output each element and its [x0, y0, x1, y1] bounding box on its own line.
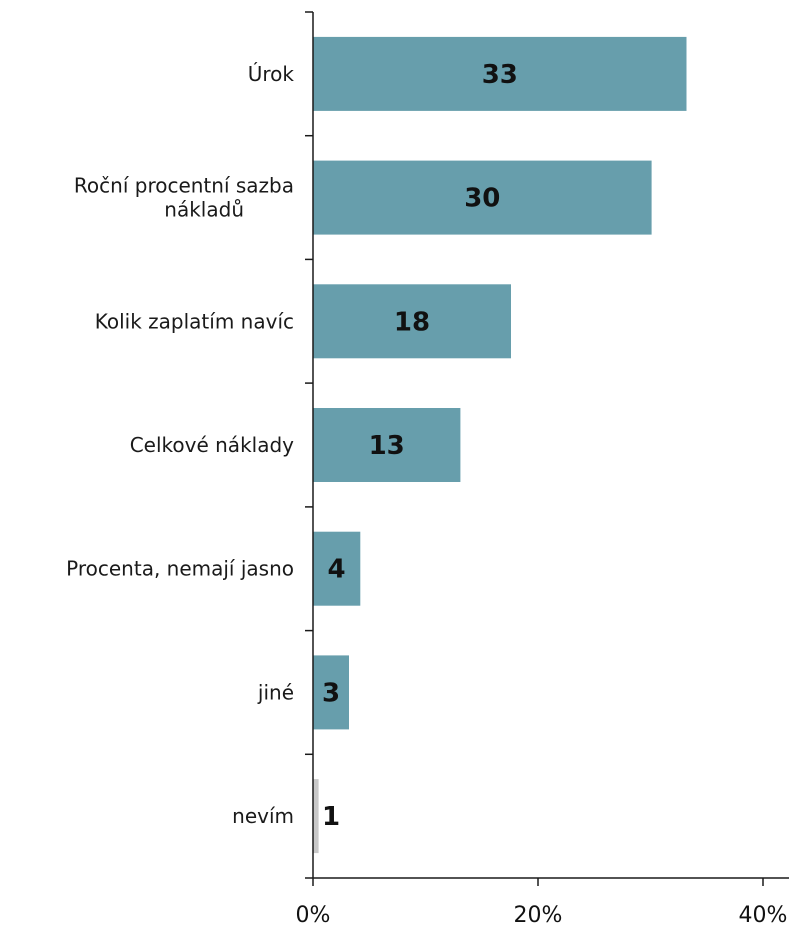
value-label-4: 4 [328, 555, 346, 585]
category-label-0: Úrok [248, 62, 295, 86]
bar-1 [313, 160, 652, 235]
labels-layer: Úrok 33 Roční procentní sazba nákladů 30 Koli… [66, 60, 787, 928]
bar-2 [313, 284, 511, 359]
bar-3 [313, 408, 461, 482]
value-label-1: 30 [464, 184, 500, 214]
category-label-5: jiné [257, 680, 294, 704]
category-label-6: nevím [232, 804, 294, 828]
bar-0 [313, 36, 687, 111]
value-label-5: 3 [322, 678, 340, 708]
x-tick-label-0: 0% [296, 903, 331, 928]
category-label-1: Roční procentní sazba nákladů [74, 174, 294, 222]
value-label-2: 18 [394, 307, 430, 337]
value-label-6: 1 [322, 802, 340, 832]
bar-5 [313, 655, 349, 730]
category-label-3: Celkové náklady [130, 433, 294, 457]
x-tick-label-1: 20% [514, 903, 563, 928]
axes-layer [305, 11, 789, 886]
bar-4 [313, 531, 361, 606]
category-label-2: Kolik zaplatím navíc [95, 309, 294, 333]
category-label-4: Procenta, nemají jasno [66, 557, 294, 581]
value-label-0: 33 [482, 60, 518, 90]
bars-layer [313, 36, 687, 854]
x-tick-label-2: 40% [739, 903, 788, 928]
value-label-3: 13 [369, 431, 405, 461]
bar-6 [313, 779, 319, 854]
